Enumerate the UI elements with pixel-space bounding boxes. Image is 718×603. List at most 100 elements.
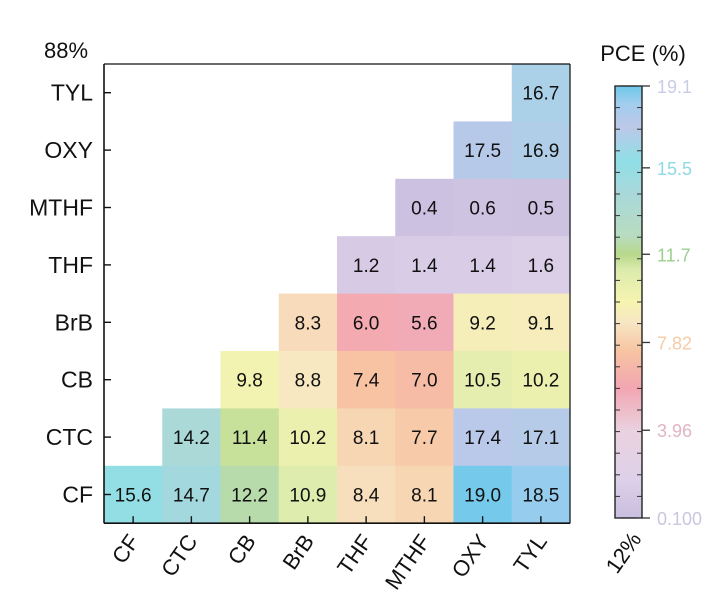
heatmap-cell-value: 1.4 <box>411 256 438 277</box>
y-tick-label: CB <box>61 367 93 393</box>
heatmap-cell-CF-MTHF <box>395 465 455 524</box>
heatmap-cell-CTC-BrB <box>278 408 338 467</box>
x-tick-label: CB <box>223 530 261 569</box>
heatmap-cell-value: 0.5 <box>528 199 554 220</box>
colorbar-tick-label: 15.5 <box>657 159 692 179</box>
heatmap-cell-CTC-CTC <box>162 408 222 467</box>
x-tick-label: THF <box>332 530 377 579</box>
heatmap-cell-value: 9.2 <box>469 313 495 334</box>
y-tick-label: BrB <box>55 309 93 335</box>
heatmap-cell-value: 10.9 <box>289 486 326 507</box>
y-tick-label: CF <box>62 482 93 508</box>
heatmap-cell-CF-OXY <box>453 465 513 524</box>
heatmap-cell-CTC-OXY <box>453 408 513 467</box>
heatmap-cell-value: 16.7 <box>522 84 559 105</box>
colorbar-tick-label: 7.82 <box>657 333 692 353</box>
heatmap-cell-CB-THF <box>337 351 396 409</box>
heatmap-cell-BrB-TYL <box>511 293 571 352</box>
colorbar-tick-label: 19.1 <box>657 77 692 97</box>
heatmap-cell-CF-BrB <box>278 465 338 524</box>
heatmap-cell-BrB-BrB <box>278 293 338 352</box>
heatmap-cell-value: 11.4 <box>232 428 268 449</box>
heatmap-cell-MTHF-TYL <box>511 178 571 237</box>
heatmap-cell-BrB-OXY <box>453 293 513 352</box>
heatmap-cell-value: 8.1 <box>411 486 437 507</box>
colorbar-tick-label: 0.100 <box>657 509 702 529</box>
heatmap-cell-value: 0.4 <box>411 199 438 220</box>
heatmap-cell-value: 0.6 <box>469 199 495 220</box>
heatmap-cell-value: 7.7 <box>411 428 437 449</box>
heatmap-cell-value: 12.2 <box>231 486 268 507</box>
heatmap-cell-CTC-CB <box>220 408 280 467</box>
heatmap-cell-OXY-OXY <box>453 121 513 180</box>
x-tick-label: OXY <box>447 529 494 582</box>
colorbar: 19.1 15.5 11.7 7.82 3.96 0.100 PCE (%) <box>600 41 702 529</box>
heatmap-cell-value: 6.0 <box>353 313 379 334</box>
heatmap-cell-value: 8.3 <box>295 313 321 334</box>
heatmap-cell-CTC-THF <box>337 408 396 467</box>
heatmap-cell-value: 5.6 <box>411 313 437 334</box>
heatmap-cell-CB-MTHF <box>395 351 455 409</box>
heatmap-cell-value: 7.0 <box>411 371 437 392</box>
heatmap-cell-THF-MTHF <box>395 236 455 295</box>
colorbar-tick-label: 3.96 <box>657 421 692 441</box>
heatmap-cell-value: 19.0 <box>464 486 501 507</box>
heatmap-cell-THF-THF <box>337 236 396 295</box>
heatmap-cell-CF-CB <box>220 465 280 524</box>
heatmap-cell-CTC-MTHF <box>395 408 455 467</box>
heatmap-cell-value: 10.2 <box>289 428 326 449</box>
x-tick-label: BrB <box>277 530 319 574</box>
heatmap-cell-CF-CTC <box>162 465 222 524</box>
x-tick-label: CF <box>107 530 144 568</box>
y-tick-label: CTC <box>46 424 93 450</box>
heatmap-cell-value: 8.4 <box>353 486 380 507</box>
x-tick-label: MTHF <box>380 530 436 594</box>
heatmap-cell-MTHF-MTHF <box>395 178 455 237</box>
heatmap-cell-THF-TYL <box>511 236 571 295</box>
heatmap-cell-value: 9.8 <box>236 371 262 392</box>
heatmap-cell-CB-OXY <box>453 351 513 409</box>
heatmap-cell-value: 8.1 <box>353 428 379 449</box>
heatmap-cell-value: 7.4 <box>353 371 380 392</box>
heatmap-cell-value: 18.5 <box>522 486 559 507</box>
colorbar-tick-label: 11.7 <box>657 245 691 265</box>
heatmap-cell-BrB-THF <box>337 293 396 352</box>
heatmap-cell-MTHF-OXY <box>453 178 513 237</box>
heatmap-cell-value: 17.1 <box>522 428 559 449</box>
y-tick-label: OXY <box>44 137 93 163</box>
heatmap-cell-value: 1.2 <box>353 256 379 277</box>
heatmap-cell-CB-TYL <box>511 351 571 409</box>
y-tick-label: MTHF <box>29 195 93 221</box>
heatmap-cell-THF-OXY <box>453 236 513 295</box>
heatmap-cell-CB-CB <box>220 351 280 409</box>
heatmap-cell-CF-THF <box>337 465 396 524</box>
heatmap-cell-TYL-TYL <box>511 64 571 122</box>
heatmap-cell-value: 14.2 <box>173 428 210 449</box>
x-tick-label: TYL <box>508 530 552 577</box>
colorbar-title: PCE (%) <box>600 41 686 66</box>
heatmap-cell-value: 10.2 <box>522 371 559 392</box>
heatmap-cell-value: 1.4 <box>469 256 496 277</box>
heatmap-cell-BrB-MTHF <box>395 293 455 352</box>
heatmap-cells: 16.7 17.5 16.9 0.4 0.6 0.5 1.2 1.4 1.4 1.6 8.3 6.0 5… <box>104 64 571 524</box>
corner-label-top: 88% <box>44 38 88 63</box>
y-tick-label: THF <box>48 252 93 278</box>
heatmap-cell-value: 14.7 <box>173 486 210 507</box>
y-tick-label: TYL <box>51 80 93 106</box>
heatmap-cell-value: 10.5 <box>464 371 501 392</box>
heatmap-cell-value: 17.5 <box>464 141 501 162</box>
heatmap-cell-value: 9.1 <box>528 313 554 334</box>
heatmap-cell-value: 1.6 <box>528 256 554 277</box>
heatmap-cell-value: 8.8 <box>295 371 321 392</box>
heatmap-cell-CF-CF <box>104 465 163 524</box>
heatmap-cell-value: 16.9 <box>522 141 559 162</box>
heatmap-cell-CF-TYL <box>511 465 571 524</box>
x-tick-label: CTC <box>156 530 202 581</box>
heatmap-cell-CB-BrB <box>278 351 338 409</box>
heatmap-cell-CTC-TYL <box>511 408 571 467</box>
heatmap-cell-value: 15.6 <box>115 486 152 507</box>
corner-label-bottom: 12% <box>601 527 647 577</box>
heatmap-cell-value: 17.4 <box>464 428 501 449</box>
heatmap-cell-OXY-TYL <box>511 121 571 180</box>
